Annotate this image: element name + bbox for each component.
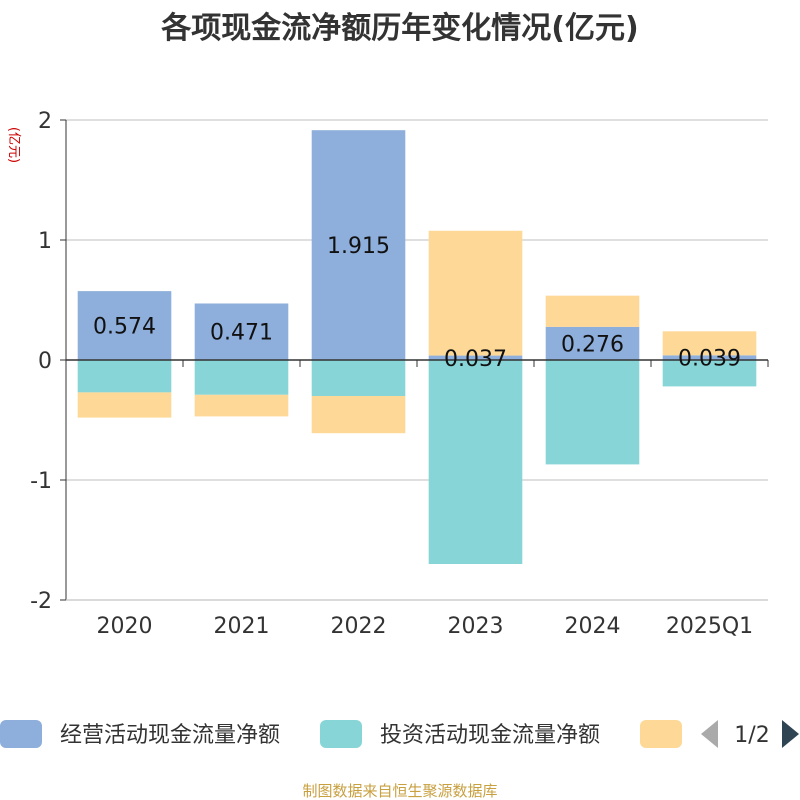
legend: 经营活动现金流量净额 投资活动现金流量净额 1/2 [0,720,799,748]
legend-swatch-2 [320,720,362,748]
y-tick-label: 1 [38,229,52,254]
bar-1-2020 [77,291,172,360]
bars [77,130,757,564]
x-tick-label: 2022 [331,614,387,639]
data-label: 0.037 [444,347,507,372]
y-axis-label: (亿元) [6,127,21,163]
bar-3-2020 [77,392,172,418]
x-tick-label: 2023 [448,614,504,639]
legend-swatch-1 [0,720,42,748]
bar-2-2022 [311,360,406,396]
data-label: 0.039 [678,347,741,372]
data-label: 0.471 [210,321,273,346]
axes: 2 1 0 -1 -2 2020 2021 2022 2023 2024 2025Q1 [30,109,769,639]
chart-title: 各项现金流净额历年变化情况(亿元) [160,11,638,46]
legend-page-indicator: 1/2 [734,723,769,748]
bar-3-2022 [311,396,406,434]
bar-2-2021 [194,360,289,395]
legend-item-label: 经营活动现金流量净额 [60,723,280,748]
bar-2-2025Q1 [662,360,757,387]
x-tick-label: 2025Q1 [666,614,753,639]
bar-2-2023 [428,360,523,564]
legend-prev-page-icon[interactable] [701,720,718,748]
bar-2-2020 [77,360,172,393]
legend-next-page-icon[interactable] [782,720,799,748]
data-label: 1.915 [327,234,390,259]
bar-2-2024 [545,360,640,465]
source-note: 制图数据来自恒生聚源数据库 [302,782,497,800]
legend-swatch-3 [640,720,682,748]
bar-1-2022 [311,130,406,360]
data-label: 0.276 [561,332,624,357]
y-tick-label: -1 [30,469,52,494]
x-tick-label: 2024 [565,614,621,639]
bar-1-2021 [194,303,289,360]
bar-3-2021 [194,394,289,417]
bar-1-2023 [428,355,523,360]
bar-3-2023 [428,230,523,356]
x-tick-label: 2021 [214,614,270,639]
y-tick-label: 2 [38,109,52,134]
bar-3-2024 [545,295,640,327]
data-labels: 0.574 0.471 1.915 0.037 0.276 0.039 [93,234,741,372]
y-tick-label: 0 [38,349,52,374]
legend-item-label: 投资活动现金流量净额 [380,723,600,748]
data-label: 0.574 [93,315,156,340]
bar-1-2025Q1 [662,355,757,360]
y-tick-label: -2 [30,589,52,614]
bar-3-2025Q1 [662,331,757,356]
bar-1-2024 [545,326,640,360]
x-tick-label: 2020 [97,614,153,639]
